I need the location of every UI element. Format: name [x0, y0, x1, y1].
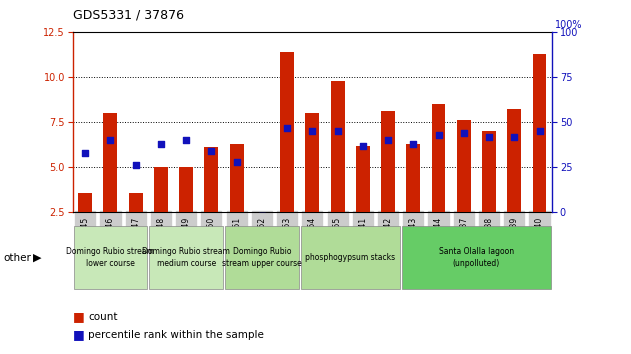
Text: 100%: 100% [555, 20, 583, 30]
Point [282, 125, 292, 130]
Bar [78, 193, 92, 258]
Point [181, 137, 191, 143]
Bar [230, 144, 244, 258]
Point [433, 132, 444, 138]
Text: ▶: ▶ [33, 252, 41, 263]
Point [257, 213, 267, 219]
Bar [179, 167, 193, 258]
Text: Domingo Rubio stream
lower course: Domingo Rubio stream lower course [66, 247, 155, 268]
Bar [432, 104, 445, 258]
Bar [482, 131, 496, 258]
Point [383, 137, 393, 143]
Text: ■: ■ [73, 328, 85, 341]
Point [105, 137, 115, 143]
Bar [225, 226, 298, 289]
Bar [406, 144, 420, 258]
Point [333, 129, 343, 134]
Bar [381, 111, 395, 258]
Point [206, 148, 216, 154]
Bar [255, 218, 269, 258]
Bar [507, 109, 521, 258]
Bar [301, 226, 399, 289]
Text: percentile rank within the sample: percentile rank within the sample [88, 330, 264, 339]
Text: other: other [3, 252, 31, 263]
Text: Domingo Rubio stream
medium course: Domingo Rubio stream medium course [142, 247, 230, 268]
Point [307, 129, 317, 134]
Bar [331, 81, 345, 258]
Point [358, 143, 368, 148]
Bar [150, 226, 223, 289]
Bar [103, 113, 117, 258]
Bar [154, 167, 168, 258]
Bar [305, 113, 319, 258]
Text: phosphogypsum stacks: phosphogypsum stacks [305, 253, 395, 262]
Bar [280, 52, 294, 258]
Point [534, 129, 545, 134]
Point [131, 162, 141, 168]
Bar [74, 226, 147, 289]
Text: Santa Olalla lagoon
(unpolluted): Santa Olalla lagoon (unpolluted) [439, 247, 514, 268]
Bar [356, 145, 370, 258]
Bar [533, 53, 546, 258]
Text: count: count [88, 312, 118, 322]
Text: ■: ■ [73, 310, 85, 323]
Bar [129, 193, 143, 258]
Text: GDS5331 / 37876: GDS5331 / 37876 [73, 8, 184, 21]
Point [459, 130, 469, 136]
Point [156, 141, 166, 147]
Bar [402, 226, 551, 289]
Bar [204, 147, 218, 258]
Bar [457, 120, 471, 258]
Point [80, 150, 90, 156]
Point [484, 134, 494, 139]
Point [509, 134, 519, 139]
Point [232, 159, 242, 165]
Point [408, 141, 418, 147]
Text: Domingo Rubio
stream upper course: Domingo Rubio stream upper course [222, 247, 302, 268]
